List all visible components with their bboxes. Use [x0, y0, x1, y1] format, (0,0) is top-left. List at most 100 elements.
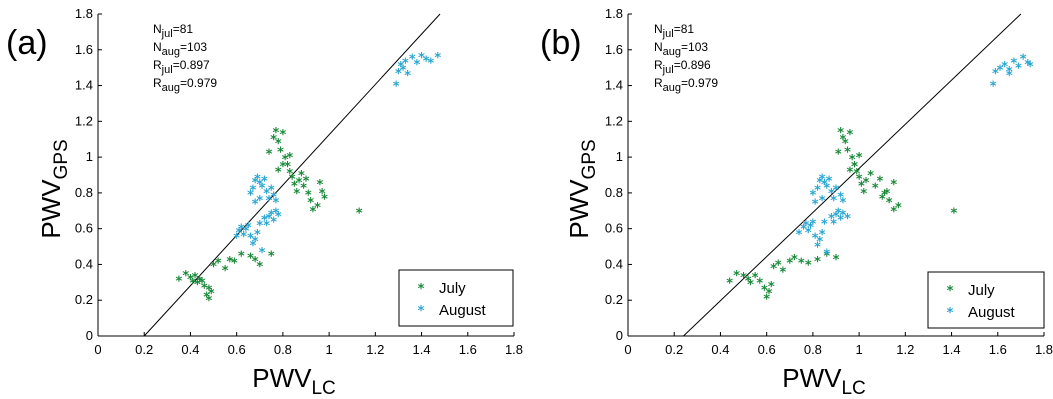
data-point-august: *: [268, 183, 275, 198]
data-point-july: *: [883, 187, 890, 202]
y-tick-label: 0.8: [75, 185, 93, 200]
data-point-august: *: [1027, 60, 1034, 75]
data-point-july: *: [289, 173, 296, 188]
y-axis-label: PWVGPS: [564, 139, 600, 238]
data-point-july: *: [196, 275, 203, 290]
data-point-july: *: [194, 278, 201, 293]
data-point-july: *: [199, 276, 206, 291]
data-point-august: *: [828, 212, 835, 227]
data-point-august: *: [252, 198, 259, 213]
data-point-august: *: [423, 55, 430, 70]
data-point-august: *: [840, 208, 847, 223]
x-tick-label: 1.4: [413, 342, 431, 357]
y-tick-label: 1.4: [75, 78, 93, 93]
data-point-july: *: [275, 165, 282, 180]
y-tick-label: 1.2: [605, 113, 623, 128]
data-point-august: *: [259, 246, 266, 261]
data-point-july: *: [300, 182, 307, 197]
data-point-july: *: [844, 146, 851, 161]
y-tick-label: 0.4: [75, 256, 93, 271]
fit-line: [143, 13, 441, 337]
legend-box: [927, 271, 1045, 329]
data-point-august: *: [997, 63, 1004, 78]
data-point-july: *: [282, 153, 289, 168]
data-point-august: *: [261, 214, 268, 229]
data-point-july: *: [726, 276, 733, 291]
data-point-august: *: [830, 194, 837, 209]
data-point-august: *: [1011, 56, 1018, 71]
legend-label: August: [439, 302, 487, 319]
x-tick-label: 0: [624, 342, 631, 357]
data-point-august: *: [270, 190, 277, 205]
data-point-july: *: [231, 257, 238, 272]
y-tick-label: 1.6: [75, 42, 93, 57]
data-point-august: *: [402, 56, 409, 71]
data-point-july: *: [268, 250, 275, 265]
data-point-august: *: [266, 194, 273, 209]
data-point-august: *: [1015, 62, 1022, 77]
x-tick-label: 0.4: [711, 342, 729, 357]
data-point-august: *: [400, 63, 407, 78]
x-tick-label: 0.8: [804, 342, 822, 357]
data-point-july: *: [853, 167, 860, 182]
data-point-august: *: [809, 217, 816, 232]
data-point-july: *: [814, 255, 821, 270]
legend-marker: *: [418, 282, 425, 297]
data-point-august: *: [409, 53, 416, 68]
series-july: ****************************************…: [175, 126, 362, 309]
data-point-july: *: [201, 282, 208, 297]
data-point-july: *: [321, 192, 328, 207]
x-tick-label: 1.2: [896, 342, 914, 357]
data-point-august: *: [803, 219, 810, 234]
data-point-july: *: [316, 178, 323, 193]
data-point-august: *: [245, 221, 252, 236]
series-august: ****************************************…: [233, 51, 441, 261]
data-point-august: *: [233, 232, 240, 247]
series-august: ****************************************…: [796, 53, 1034, 263]
data-point-july: *: [768, 280, 775, 295]
stat-annotation: Naug=103: [153, 40, 207, 58]
data-point-august: *: [240, 230, 247, 245]
y-tick-label: 0.2: [605, 292, 623, 307]
data-point-july: *: [872, 182, 879, 197]
data-point-july: *: [798, 257, 805, 272]
data-point-august: *: [812, 232, 819, 247]
data-point-july: *: [298, 169, 305, 184]
y-tick-label: 0.8: [605, 185, 623, 200]
data-point-july: *: [277, 146, 284, 161]
data-point-august: *: [263, 187, 270, 202]
x-axis-label: PWVLC: [782, 363, 866, 399]
data-point-july: *: [270, 133, 277, 148]
data-point-july: *: [305, 189, 312, 204]
data-point-july: *: [192, 271, 199, 286]
data-point-august: *: [261, 174, 268, 189]
y-tick-label: 0.6: [75, 221, 93, 236]
data-point-july: *: [950, 207, 957, 222]
data-point-july: *: [286, 167, 293, 182]
data-point-july: *: [833, 253, 840, 268]
data-point-august: *: [270, 216, 277, 231]
data-point-july: *: [791, 253, 798, 268]
x-tick-label: 0.2: [135, 342, 153, 357]
stat-annotation: Njul=81: [654, 22, 694, 40]
x-tick-label: 1.4: [943, 342, 961, 357]
data-point-july: *: [775, 258, 782, 273]
data-point-july: *: [740, 271, 747, 286]
data-point-august: *: [256, 178, 263, 193]
data-point-august: *: [816, 235, 823, 250]
x-tick-label: 0: [94, 342, 101, 357]
data-point-august: *: [1006, 65, 1013, 80]
data-point-august: *: [819, 228, 826, 243]
data-point-august: *: [236, 226, 243, 241]
data-point-july: *: [851, 160, 858, 175]
data-point-july: *: [881, 189, 888, 204]
data-point-july: *: [837, 126, 844, 141]
data-point-july: *: [835, 148, 842, 163]
x-tick-label: 1.2: [366, 342, 384, 357]
data-point-august: *: [275, 210, 282, 225]
x-tick-label: 0.6: [758, 342, 776, 357]
stat-annotation: Njul=81: [153, 22, 193, 40]
data-point-august: *: [238, 223, 245, 238]
legend-label: August: [968, 304, 1016, 321]
data-point-july: *: [175, 275, 182, 290]
